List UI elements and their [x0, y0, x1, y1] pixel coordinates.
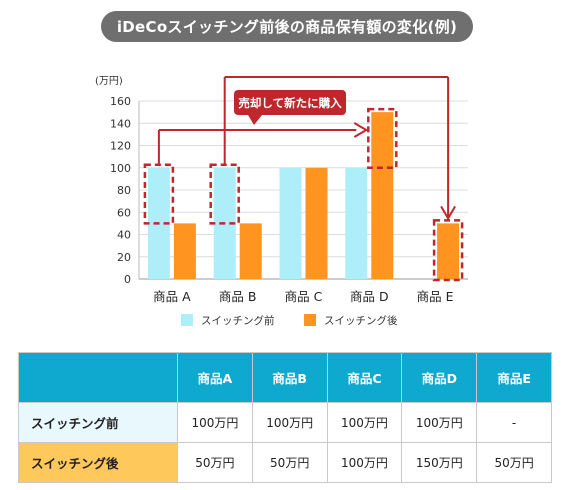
header-product-d: 商品D [401, 352, 478, 403]
cell-after-c: 100万円 [326, 442, 403, 483]
row-label-before: スイッチング前 [18, 402, 178, 443]
y-tick-label: 60 [117, 206, 131, 219]
bar-before [345, 167, 368, 279]
y-tick-label: 120 [110, 140, 131, 153]
comparison-table: 商品A 商品B 商品C 商品D 商品E スイッチング前 100万円 100万円 … [18, 352, 552, 483]
y-tick-label: 160 [110, 95, 131, 108]
annotation-pointer [248, 115, 262, 125]
bar-after [371, 112, 394, 279]
cell-before-a: 100万円 [177, 402, 253, 443]
cell-after-b: 50万円 [251, 442, 328, 483]
bar-chart: (万円) 0 20 40 60 80 100 120 140 160 商品 A 商品 B 商品 C 商品 … [95, 76, 468, 327]
x-category-label: 商品 B [219, 289, 257, 304]
highlight-box-bought [367, 107, 398, 169]
bar-after [305, 167, 328, 279]
x-category-label: 商品 C [285, 289, 323, 304]
bar-after [437, 223, 460, 279]
table-row-before: スイッチング前 100万円 100万円 100万円 100万円 - [18, 402, 552, 443]
y-tick-label: 20 [117, 251, 131, 264]
chart-title: iDeCoスイッチング前後の商品保有額の変化(例) [101, 11, 473, 42]
legend-label: スイッチング前 [201, 314, 275, 327]
table-corner-cell [18, 352, 178, 403]
cell-before-e: - [476, 402, 552, 443]
cell-after-e: 50万円 [476, 442, 552, 483]
header-product-c: 商品C [326, 352, 403, 403]
y-tick-label: 100 [110, 162, 131, 175]
annotation-box [234, 90, 346, 115]
bar-after [239, 223, 262, 279]
x-category-label: 商品 E [417, 289, 454, 304]
annotation-text: 売却して新たに購入 [238, 96, 342, 110]
bar-after [173, 223, 196, 279]
arrow-head-d [353, 122, 369, 138]
y-unit-label: (万円) [95, 76, 123, 87]
header-product-a: 商品A [177, 352, 253, 403]
row-label-after: スイッチング後 [18, 442, 178, 483]
legend-swatch [304, 314, 316, 326]
cell-after-a: 50万円 [177, 442, 253, 483]
cell-before-d: 100万円 [401, 402, 478, 443]
x-category-label: 商品 A [153, 289, 191, 304]
y-tick-label: 80 [117, 184, 131, 197]
table-header-row: 商品A 商品B 商品C 商品D 商品E [18, 352, 552, 403]
legend-swatch [181, 314, 193, 326]
cell-before-b: 100万円 [251, 402, 328, 443]
table-row-after: スイッチング後 50万円 50万円 100万円 150万円 50万円 [18, 442, 552, 483]
x-category-label: 商品 D [350, 289, 389, 304]
header-product-b: 商品B [251, 352, 328, 403]
cell-after-d: 150万円 [401, 442, 478, 483]
y-tick-label: 140 [110, 117, 131, 130]
arrow-head-e [440, 205, 456, 221]
bar-before [279, 167, 302, 279]
highlight-box-bought [432, 219, 464, 282]
header-product-e: 商品E [476, 352, 552, 403]
y-tick-label: 0 [124, 273, 131, 286]
legend-label: スイッチング後 [324, 314, 398, 327]
cell-before-c: 100万円 [326, 402, 403, 443]
y-tick-label: 40 [117, 229, 131, 242]
